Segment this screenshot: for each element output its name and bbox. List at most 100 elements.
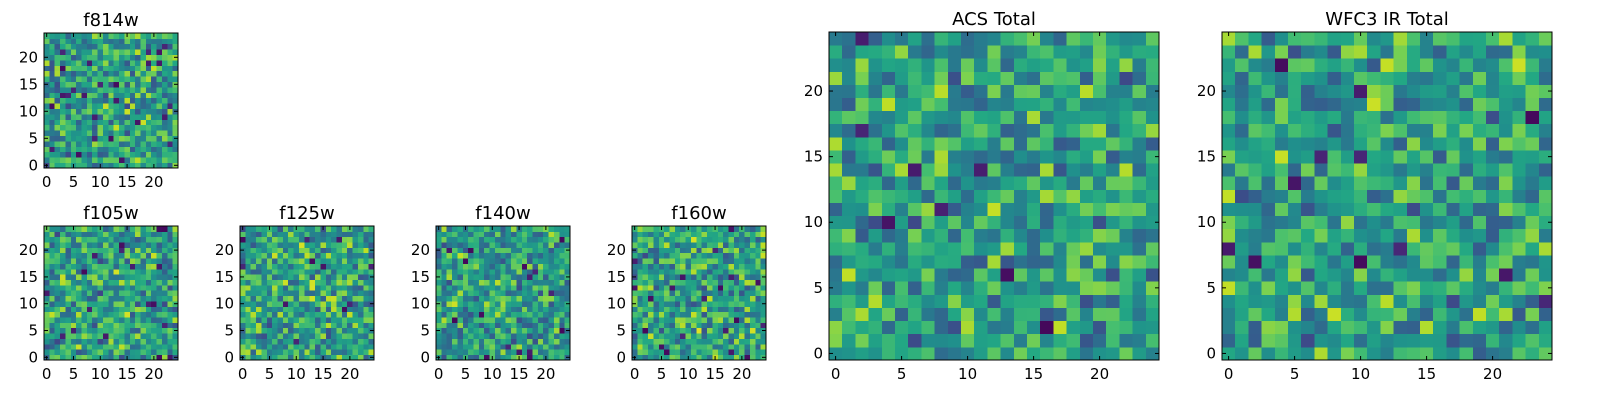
heatmap-cell (760, 333, 767, 339)
heatmap-cell (690, 301, 697, 307)
heatmap-cell (256, 327, 262, 334)
heatmap-cell (81, 284, 88, 291)
heatmap-cell (1013, 333, 1028, 348)
heatmap-cell (124, 306, 131, 313)
heatmap-cell (680, 295, 686, 302)
heatmap-cell (728, 333, 735, 339)
heatmap-cell (1406, 97, 1421, 112)
heatmap-cell (680, 338, 686, 345)
heatmap-cell (441, 354, 448, 361)
heatmap-cell (446, 252, 453, 259)
panel-title: f105w (83, 203, 138, 224)
heatmap-cell (135, 76, 141, 82)
heatmap-cell (669, 333, 676, 339)
heatmap-cell (129, 103, 136, 109)
heatmap-cell (261, 279, 268, 286)
heatmap-cell (277, 226, 284, 232)
heatmap-cell (70, 146, 77, 153)
heatmap-cell (76, 236, 82, 243)
heatmap-cell (145, 247, 152, 254)
heatmap-cell (908, 268, 922, 282)
heatmap-cell (266, 247, 273, 254)
heatmap-cell (135, 114, 141, 120)
heatmap-cell (733, 349, 740, 356)
heatmap-cell (516, 242, 523, 248)
heatmap-cell (516, 327, 523, 334)
heatmap-cell (357, 226, 364, 232)
heatmap-cell (987, 255, 1001, 269)
heatmap-cell (1119, 281, 1133, 295)
heatmap-cell (478, 354, 485, 361)
heatmap-cell (1420, 32, 1434, 46)
heatmap-cell (760, 317, 767, 323)
heatmap-cell (1000, 346, 1015, 361)
heatmap-cell (685, 268, 692, 275)
heatmap-cell (548, 306, 555, 313)
heatmap-cell (92, 236, 98, 243)
heatmap-cell (60, 349, 66, 356)
heatmap-cell (468, 301, 474, 307)
heatmap-cell (707, 349, 713, 356)
heatmap-cell (1235, 150, 1249, 164)
heatmap-cell (1499, 215, 1513, 230)
heatmap-cell (60, 119, 66, 126)
heatmap-cell (172, 343, 179, 350)
heatmap-cell (54, 263, 61, 270)
heatmap-cell (1406, 202, 1421, 217)
heatmap-cell (947, 333, 962, 348)
heatmap-cell (151, 76, 157, 82)
heatmap-cell (749, 333, 756, 339)
heatmap-cell (441, 322, 448, 329)
heatmap-cell (881, 255, 896, 269)
heatmap-cell (102, 97, 109, 104)
heatmap-cell (648, 252, 654, 259)
heatmap-cell (494, 317, 501, 323)
heatmap-cell (1132, 71, 1147, 85)
heatmap-cell (293, 290, 300, 297)
heatmap-cell (895, 32, 909, 46)
heatmap-cell (1222, 320, 1236, 335)
heatmap-cell (102, 54, 109, 61)
heatmap-cell (272, 258, 278, 264)
heatmap-cell (266, 274, 273, 280)
heatmap-cell (70, 103, 77, 109)
heatmap-cell (1145, 163, 1160, 177)
heatmap-cell (947, 163, 962, 177)
heatmap-cell (161, 49, 168, 55)
heatmap-cell (250, 322, 257, 329)
heatmap-cell (755, 343, 762, 350)
heatmap-cell (829, 346, 843, 361)
heatmap-cell (135, 258, 141, 264)
heatmap-cell (331, 242, 337, 248)
heatmap-cell (1499, 294, 1513, 308)
heatmap-cell (1066, 176, 1081, 190)
heatmap-cell (446, 284, 453, 291)
heatmap-cell (543, 258, 549, 264)
heatmap-cell (500, 226, 507, 232)
heatmap-cell (733, 354, 740, 361)
heatmap-cell (357, 242, 364, 248)
heatmap-cell (934, 71, 949, 85)
heatmap-cell (473, 354, 480, 361)
heatmap-cell (947, 123, 962, 138)
heatmap-cell (1406, 71, 1421, 85)
heatmap-cell (1340, 241, 1355, 256)
heatmap-cell (500, 247, 507, 254)
heatmap-cell (947, 215, 962, 230)
heatmap-cell (457, 268, 464, 275)
heatmap-cell (54, 43, 61, 50)
heatmap-cell (102, 301, 109, 307)
heatmap-cell (755, 295, 762, 302)
heatmap-cell (54, 103, 61, 109)
heatmap-cell (1340, 202, 1355, 217)
heatmap-cell (1420, 333, 1434, 348)
heatmap-cell (468, 236, 474, 243)
heatmap-cell (240, 295, 246, 302)
heatmap-cell (309, 268, 316, 275)
heatmap-cell (829, 281, 843, 295)
heatmap-cell (1079, 45, 1094, 59)
heatmap-cell (642, 236, 649, 243)
heatmap-cell (669, 236, 676, 243)
heatmap-cell (1261, 333, 1276, 348)
